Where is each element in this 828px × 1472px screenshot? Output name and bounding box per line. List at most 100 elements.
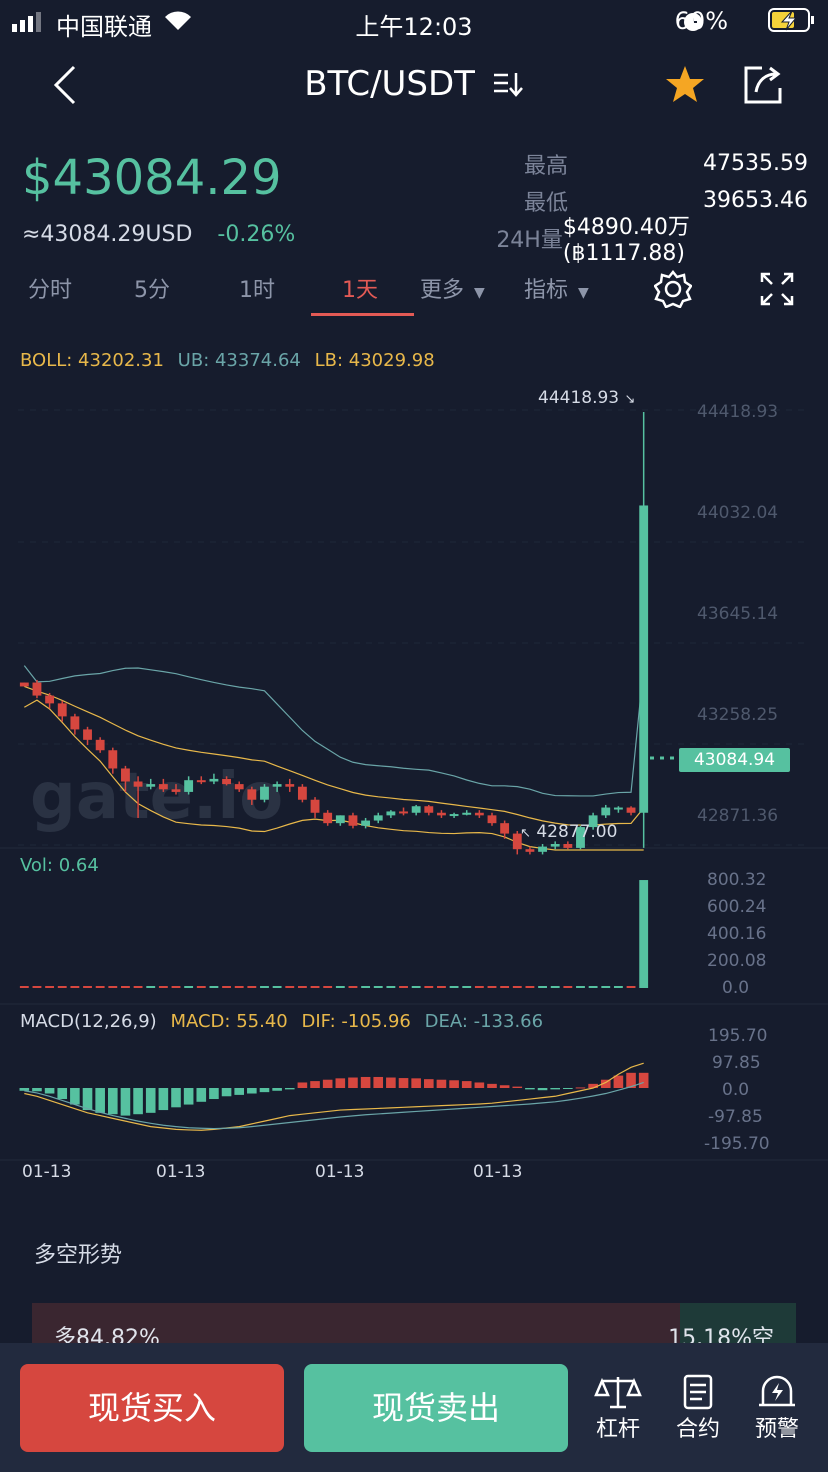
candle-body [70, 716, 80, 730]
candle-body [184, 780, 194, 792]
high-marker: 44418.93 ↘ [538, 388, 635, 408]
volume-bar [500, 986, 510, 988]
volume-bar [171, 986, 181, 988]
volume-bar [361, 986, 371, 988]
volume-bar [386, 986, 396, 988]
candle-body [45, 695, 55, 704]
volume-bar [95, 986, 105, 988]
candle-body [487, 815, 497, 824]
candle-body [538, 846, 547, 852]
candle-body [411, 806, 421, 813]
stat-low: 最低 39653.46 [448, 182, 808, 219]
macd-histogram-bar [57, 1088, 68, 1100]
macd-histogram-bar [19, 1088, 30, 1091]
stats-panel: 最高 47535.59 最低 39653.46 24H量 $4890.40万 (… [448, 145, 808, 266]
boll-upper-line [23, 665, 645, 797]
battery-percent: 60% [674, 7, 728, 35]
macd-histogram-bar [171, 1088, 181, 1108]
back-icon[interactable] [50, 65, 80, 105]
volume-bar [474, 986, 484, 988]
macd-histogram-bar [550, 1088, 561, 1090]
candle-body [335, 815, 345, 824]
macd-value: MACD: 55.40 [170, 1011, 288, 1032]
candle-body [222, 778, 231, 785]
macd-histogram-bar [158, 1088, 169, 1111]
macd-histogram-bar [247, 1088, 257, 1094]
candle-body [272, 784, 282, 787]
candle-body [121, 768, 130, 782]
candle-body [474, 812, 484, 816]
y-tick: 44032.04 [697, 503, 779, 523]
macd-histogram-bar [373, 1076, 384, 1088]
pair-selector[interactable]: BTC/USDT [0, 64, 828, 104]
alarm-icon [684, 13, 702, 31]
vol-tick: 800.32 [707, 870, 767, 890]
spot-buy-button[interactable]: 现货买入 [20, 1364, 284, 1452]
tab-1day[interactable]: 1天 [342, 278, 378, 303]
macd-histogram-bar [310, 1081, 320, 1088]
volume-bar [601, 986, 611, 988]
candle-body [95, 739, 105, 751]
volume-bar [234, 986, 244, 988]
candle-body [348, 815, 358, 826]
macd-histogram-bar [360, 1076, 371, 1088]
share-icon[interactable] [742, 64, 786, 106]
macd-name: MACD(12,26,9) [20, 1011, 157, 1032]
high-marker-value: 44418.93 [538, 388, 620, 408]
x-tick: 01-13 [22, 1162, 72, 1182]
macd-histogram-bar [209, 1088, 219, 1100]
macd-histogram-bar [386, 1077, 396, 1088]
macd-histogram-bar [348, 1077, 358, 1088]
macd-histogram-bar [525, 1088, 535, 1090]
candle-body [613, 807, 623, 810]
stat-high: 最高 47535.59 [448, 145, 808, 182]
vol-tick: 600.24 [707, 897, 767, 917]
macd-histogram-bar [398, 1078, 409, 1088]
volume-bar [576, 986, 585, 988]
contract-button[interactable]: 合约 [668, 1373, 728, 1443]
alert-button[interactable]: 预警 [747, 1373, 807, 1443]
status-bar: 中国联通 上午12:03 60% [0, 0, 828, 44]
candle-body [437, 812, 446, 816]
tab-indicators[interactable]: 指标 ▼ [524, 272, 589, 304]
chevron-down-icon: ▼ [474, 285, 485, 301]
candle-body [639, 505, 649, 813]
tab-timeline[interactable]: 分时 [28, 278, 73, 303]
candle-body [601, 807, 611, 816]
macd-histogram-bar [70, 1088, 80, 1105]
margin-label: 杠杆 [595, 1417, 640, 1442]
boll-legend: BOLL: 43202.31 UB: 43374.64 LB: 43029.98 [20, 350, 435, 371]
spot-sell-button[interactable]: 现货卖出 [304, 1364, 568, 1452]
volume-bar [247, 986, 257, 988]
macd-tick: 195.70 [708, 1026, 768, 1046]
macd-dea: DEA: -133.66 [424, 1011, 544, 1032]
volume-bar [462, 986, 472, 988]
volume-bar [525, 986, 535, 988]
active-tab-indicator [311, 313, 414, 316]
macd-tick: -195.70 [704, 1134, 770, 1154]
volume-bar [285, 986, 295, 988]
macd-histogram-bar [32, 1088, 42, 1092]
usd-price: ≈43084.29USD [22, 222, 193, 247]
stat-label: 最高 [523, 153, 568, 179]
boll-lb: LB: 43029.98 [314, 350, 435, 371]
alarm-bell-icon [759, 1375, 795, 1407]
kline-chart[interactable] [0, 380, 828, 1180]
macd-histogram-bar [600, 1079, 611, 1088]
volume-bar [626, 986, 636, 988]
candle-body [626, 807, 636, 813]
tab-more[interactable]: 更多 ▼ [420, 272, 485, 304]
fullscreen-icon[interactable] [760, 272, 794, 306]
arrow-up-left-icon: ↖ [520, 826, 531, 841]
tab-1hour[interactable]: 1时 [239, 278, 275, 303]
settings-gear-icon[interactable] [654, 270, 692, 308]
macd-histogram-bar [436, 1079, 447, 1088]
macd-histogram-bar [588, 1083, 598, 1088]
tab-5min[interactable]: 5分 [134, 278, 170, 303]
margin-button[interactable]: 杠杆 [588, 1373, 648, 1443]
x-tick: 01-13 [156, 1162, 206, 1182]
volume-bar [424, 986, 434, 988]
volume-bar [348, 986, 358, 988]
favorite-star-icon[interactable] [664, 64, 706, 104]
macd-histogram-bar [120, 1088, 131, 1116]
